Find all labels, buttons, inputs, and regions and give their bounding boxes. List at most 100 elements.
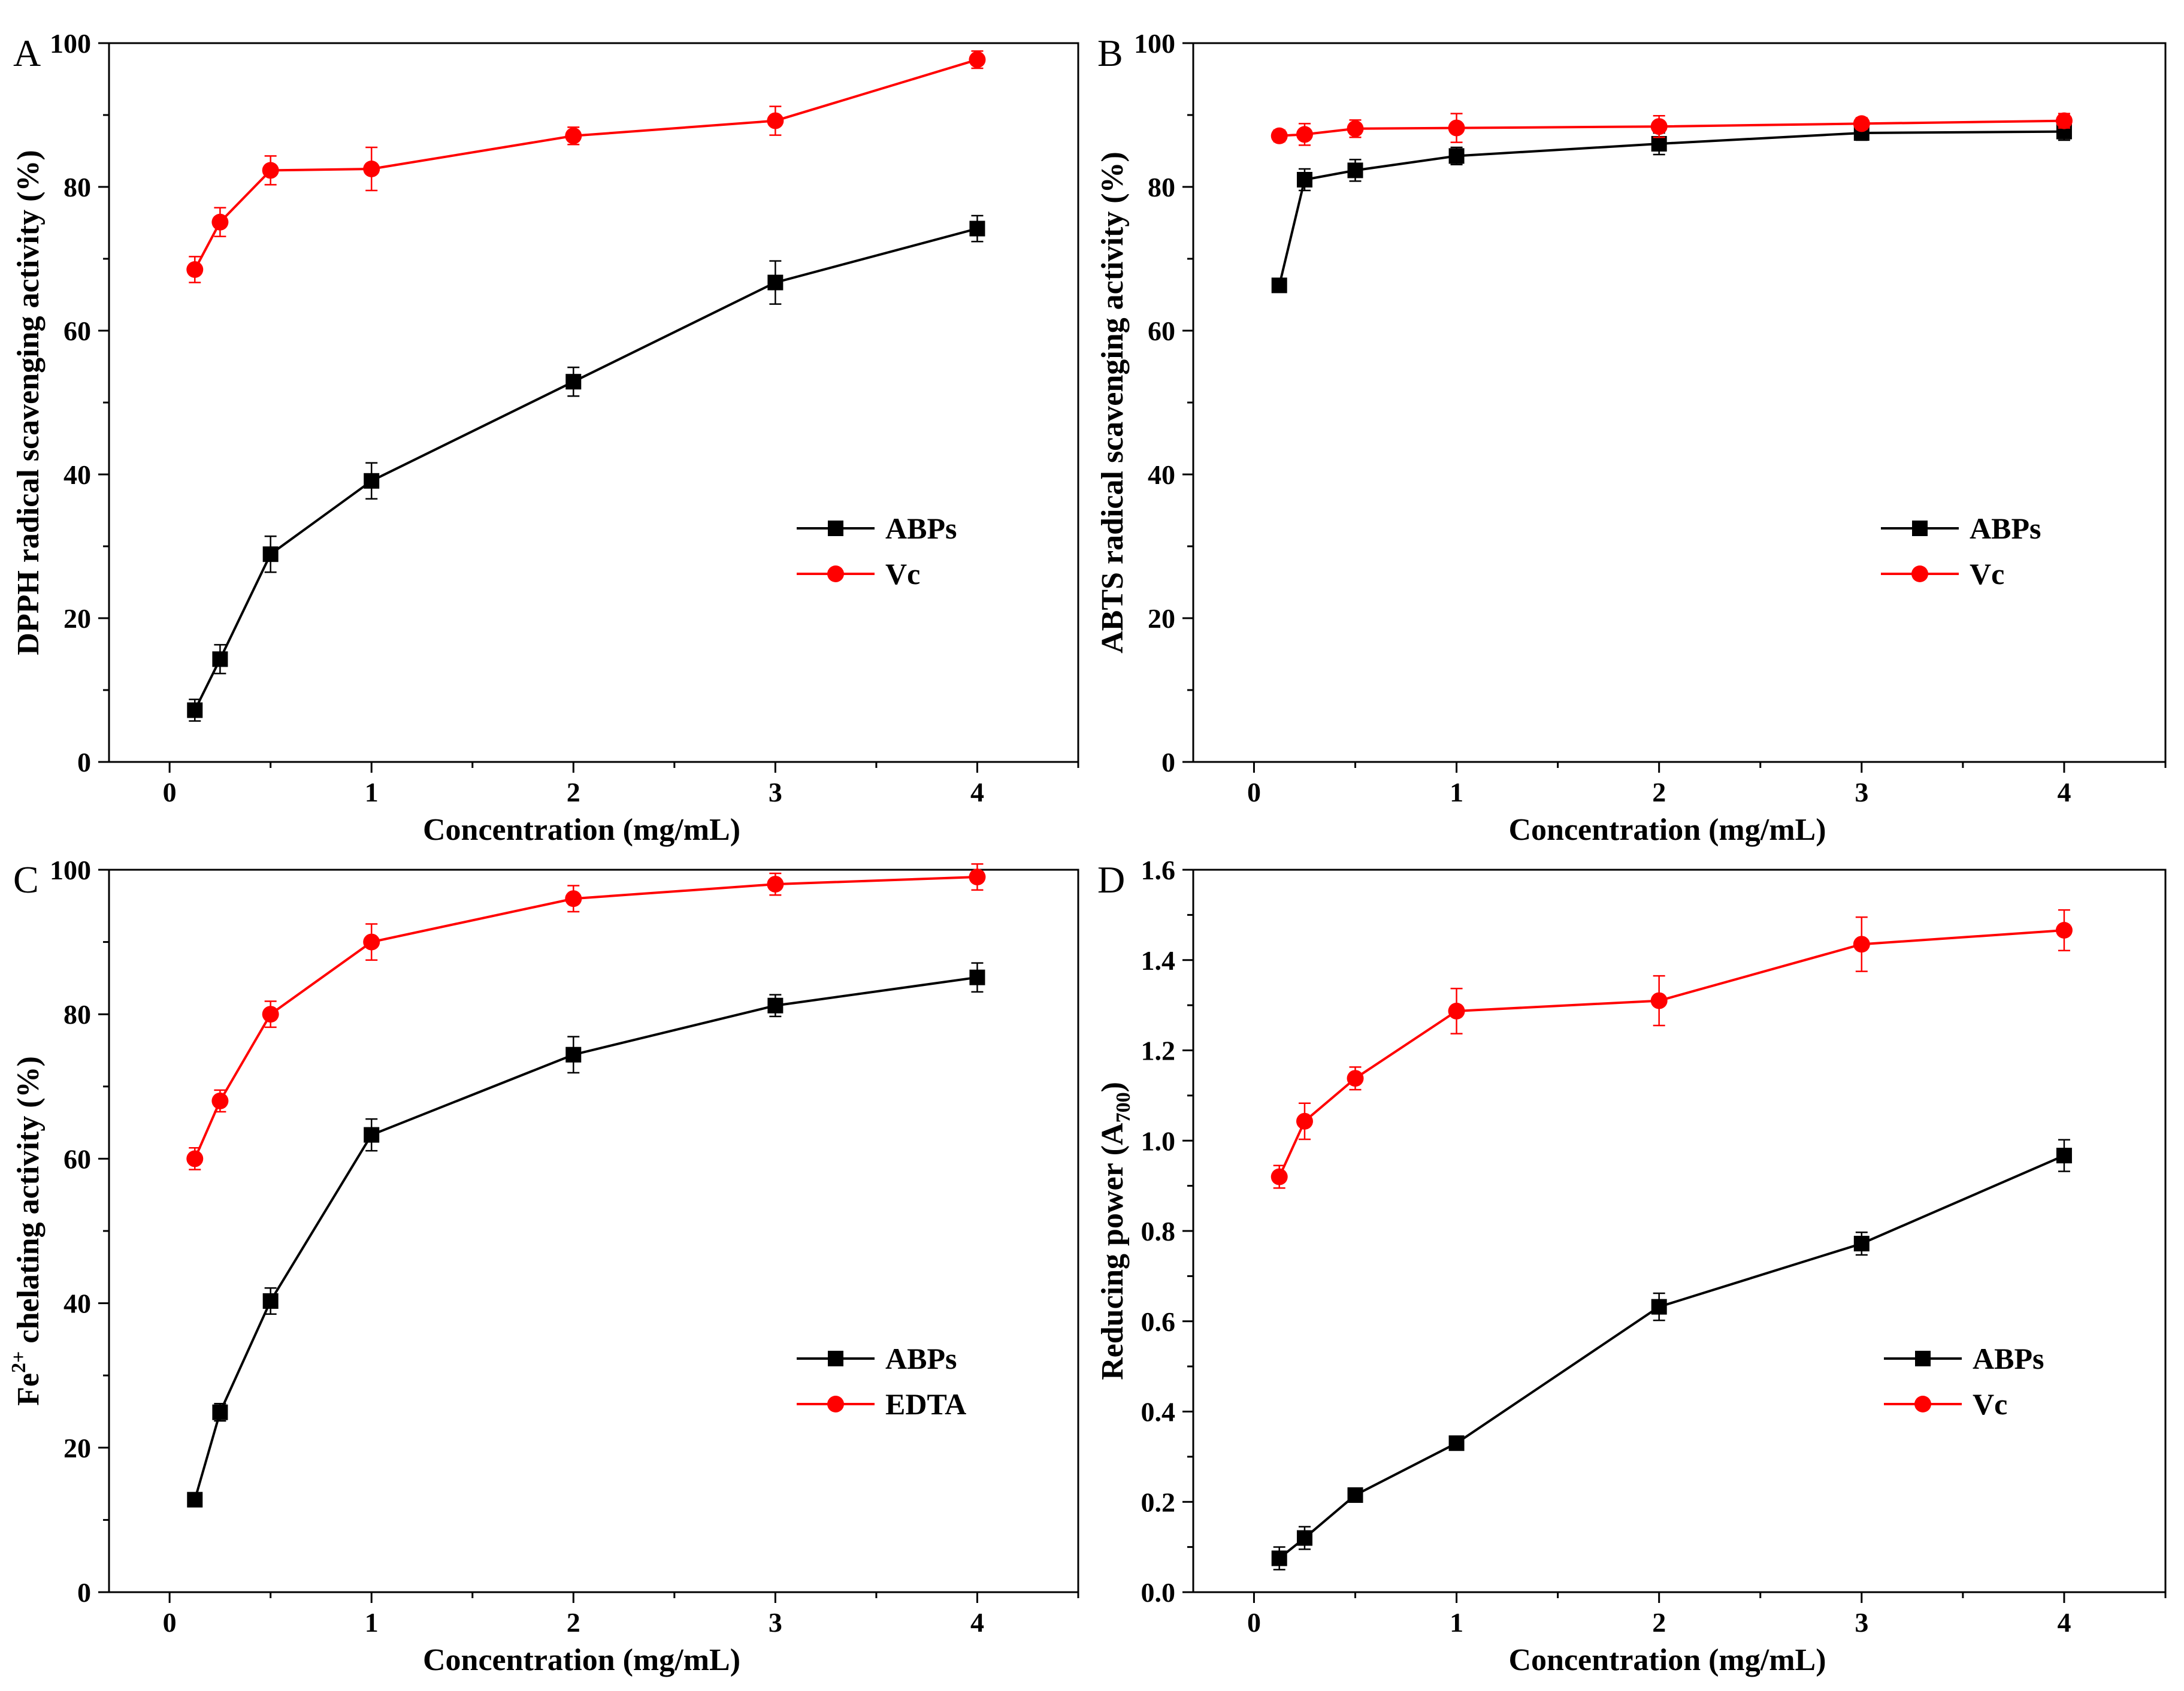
y-tick-label: 20 bbox=[63, 1433, 91, 1463]
legend-label: ABPs bbox=[885, 1342, 957, 1375]
y-axis-title: Fe2+ chelating activity (%) bbox=[8, 1056, 46, 1406]
data-point bbox=[1296, 1530, 1312, 1546]
data-point bbox=[1271, 1168, 1288, 1185]
y-tick-label: 20 bbox=[63, 603, 91, 634]
y-tick-label: 0.2 bbox=[1141, 1487, 1176, 1517]
data-point bbox=[212, 651, 228, 667]
data-point bbox=[2055, 112, 2073, 129]
legend-label: Vc bbox=[1973, 1387, 2007, 1421]
data-point bbox=[186, 1150, 204, 1167]
y-tick-label: 0.8 bbox=[1141, 1216, 1176, 1247]
data-point bbox=[1853, 936, 1870, 953]
data-point bbox=[1448, 119, 1465, 137]
data-point bbox=[1347, 120, 1364, 137]
x-tick-label: 3 bbox=[1855, 777, 1868, 807]
data-point bbox=[969, 51, 986, 68]
data-point bbox=[1448, 1002, 1465, 1020]
data-point bbox=[767, 876, 784, 893]
legend-label: EDTA bbox=[885, 1387, 966, 1421]
y-axis-title-superscript: 2+ bbox=[8, 1351, 30, 1373]
data-point bbox=[565, 127, 582, 144]
data-point bbox=[2056, 1148, 2072, 1164]
x-tick-label: 1 bbox=[365, 777, 379, 807]
x-tick-label: 3 bbox=[769, 1607, 782, 1638]
data-point bbox=[1651, 1299, 1667, 1315]
y-tick-label: 1.4 bbox=[1141, 945, 1176, 976]
x-tick-label: 4 bbox=[970, 777, 984, 807]
y-axis-title: Reducing power (A700) bbox=[1096, 1082, 1135, 1380]
x-tick-label: 0 bbox=[1247, 1607, 1261, 1638]
y-tick-label: 0 bbox=[1161, 747, 1175, 778]
data-point bbox=[1296, 1112, 1313, 1130]
y-axis-title: ABTS radical scavenging activity (%) bbox=[1096, 152, 1130, 654]
data-point bbox=[1651, 136, 1667, 152]
y-axis-title-main: chelating activity (%) bbox=[11, 1056, 46, 1351]
x-axis-title: Concentration (mg/mL) bbox=[423, 1643, 740, 1677]
data-point bbox=[1448, 1435, 1465, 1451]
x-tick-label: 0 bbox=[1247, 777, 1261, 807]
legend-label: ABPs bbox=[885, 512, 957, 545]
y-axis-title-subscript: 700 bbox=[1112, 1092, 1135, 1123]
data-point bbox=[187, 1492, 203, 1508]
panel-label: B bbox=[1097, 32, 1123, 74]
y-axis-title-main: Reducing power (A bbox=[1096, 1123, 1130, 1380]
data-point bbox=[187, 702, 203, 718]
x-axis-title: Concentration (mg/mL) bbox=[1508, 813, 1826, 847]
y-tick-label: 60 bbox=[63, 1144, 91, 1174]
legend-label: ABPs bbox=[1970, 512, 2041, 545]
legend: ABPs Vc bbox=[1881, 512, 2041, 591]
y-tick-label: 100 bbox=[50, 28, 91, 59]
data-point bbox=[364, 473, 380, 489]
data-point bbox=[1853, 115, 1870, 132]
data-point bbox=[2055, 922, 2073, 939]
data-point bbox=[565, 1046, 582, 1063]
y-tick-label: 100 bbox=[1134, 28, 1175, 59]
y-axis-title-prefix: Fe bbox=[11, 1373, 46, 1406]
panel-label: A bbox=[13, 32, 41, 74]
panel-label: C bbox=[13, 858, 39, 901]
y-tick-label: 0.4 bbox=[1141, 1397, 1176, 1427]
y-tick-label: 0.0 bbox=[1141, 1577, 1176, 1608]
legend: ABPs Vc bbox=[797, 512, 957, 591]
y-tick-label: 1.0 bbox=[1141, 1126, 1176, 1156]
data-point bbox=[1448, 148, 1465, 164]
legend: ABPs Vc bbox=[1884, 1342, 2044, 1421]
data-point bbox=[1296, 172, 1312, 187]
x-tick-label: 4 bbox=[970, 1607, 984, 1638]
data-point bbox=[1296, 126, 1313, 143]
data-point bbox=[767, 274, 784, 291]
data-point bbox=[767, 997, 784, 1014]
series-edta bbox=[186, 863, 986, 1170]
x-tick-label: 1 bbox=[1450, 1607, 1463, 1638]
y-tick-label: 0 bbox=[77, 747, 91, 778]
series-vc bbox=[1271, 909, 2073, 1189]
y-tick-label: 80 bbox=[63, 999, 91, 1030]
x-axis-title: Concentration (mg/mL) bbox=[423, 813, 740, 847]
data-point bbox=[262, 1293, 279, 1309]
data-point bbox=[364, 1127, 380, 1143]
y-tick-label: 40 bbox=[1148, 459, 1175, 490]
panel-label: D bbox=[1097, 858, 1125, 901]
y-tick-label: 60 bbox=[63, 316, 91, 346]
x-tick-label: 3 bbox=[769, 777, 782, 807]
y-tick-label: 100 bbox=[50, 855, 91, 885]
x-tick-label: 0 bbox=[163, 1607, 177, 1638]
data-point bbox=[262, 1006, 279, 1023]
data-point bbox=[363, 933, 380, 951]
data-point bbox=[1650, 992, 1668, 1009]
data-point bbox=[363, 161, 380, 177]
x-tick-label: 4 bbox=[2057, 1607, 2071, 1638]
series-abps bbox=[187, 962, 985, 1508]
data-point bbox=[211, 1092, 229, 1109]
data-point bbox=[211, 213, 229, 231]
legend-marker bbox=[1915, 1351, 1931, 1366]
data-point bbox=[1271, 127, 1288, 144]
y-tick-label: 20 bbox=[1148, 603, 1175, 634]
y-tick-label: 80 bbox=[1148, 172, 1175, 202]
